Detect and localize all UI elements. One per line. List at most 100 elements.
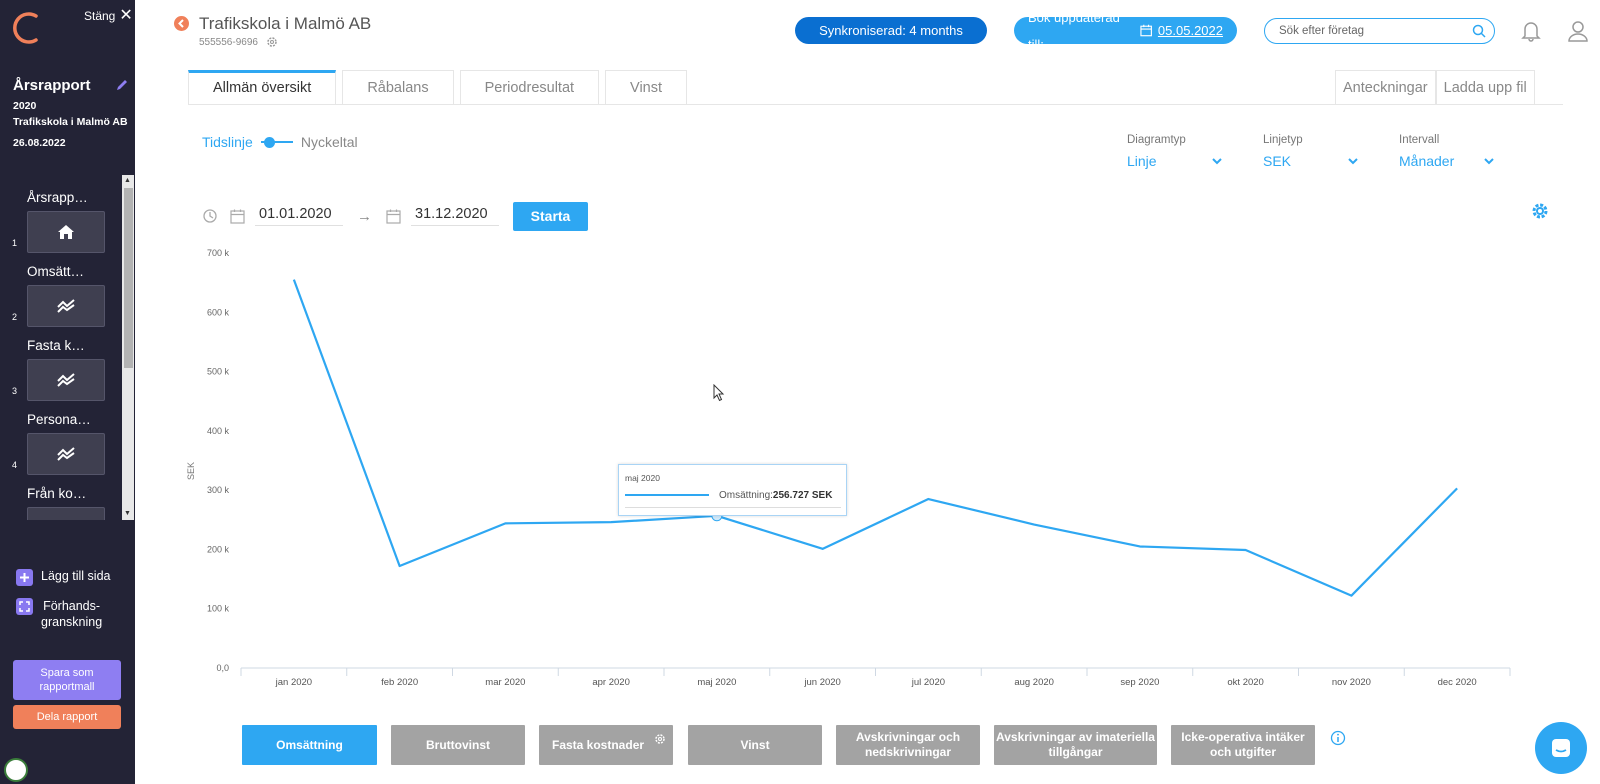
chart-axes [240, 667, 1511, 676]
data-point[interactable] [1349, 594, 1353, 598]
close-icon: ✕ [119, 7, 133, 24]
page-thumbnail[interactable] [27, 285, 105, 327]
page-number: 4 [12, 460, 18, 470]
data-point[interactable] [926, 497, 930, 501]
page-item[interactable]: Omsätt… 2 [0, 264, 122, 339]
scrollbar-thumb[interactable] [124, 188, 133, 368]
x-tick-label: jan 2020 [275, 677, 312, 688]
company-search-input[interactable]: Sök efter företag [1264, 18, 1495, 44]
data-point[interactable] [1032, 523, 1036, 527]
page-label: Årsrapp… [27, 190, 88, 205]
data-point[interactable] [1244, 548, 1248, 552]
edit-icon[interactable] [116, 79, 128, 91]
calendar-icon [1139, 24, 1152, 37]
data-point[interactable] [292, 278, 296, 282]
logo [13, 12, 38, 44]
page-thumbnail[interactable] [27, 433, 105, 475]
toggle-switch[interactable] [260, 136, 293, 148]
line-type-select[interactable]: Linjetyp SEK [1263, 134, 1358, 169]
y-tick-label: 200 k [207, 544, 230, 554]
tab-profit[interactable]: Vinst [605, 70, 688, 104]
data-point[interactable] [1138, 544, 1142, 548]
date-to-input[interactable]: 31.12.2020 [411, 206, 499, 226]
search-icon[interactable] [1472, 24, 1486, 38]
scroll-up-icon[interactable]: ▲ [124, 177, 131, 184]
page-item[interactable]: Persona… 4 [0, 412, 122, 487]
interval-value: Månader [1399, 153, 1455, 169]
x-tick-label: sep 2020 [1120, 677, 1159, 688]
expand-icon [16, 598, 33, 615]
company-title: Trafikskola i Malmö AB [199, 14, 372, 33]
save-template-button[interactable]: Spara som rapportmall [13, 660, 121, 700]
interval-select[interactable]: Intervall Månader [1399, 134, 1494, 169]
data-point[interactable] [398, 564, 402, 568]
page-thumbnail[interactable] [27, 359, 105, 401]
home-icon [58, 225, 74, 239]
user-icon[interactable] [1567, 20, 1589, 42]
page-number: 1 [12, 238, 18, 248]
metric-intangible-depreciation-button[interactable]: Avskrivningar av imateriella tillgångar [994, 725, 1157, 765]
page-label: Fasta k… [27, 338, 85, 353]
y-tick-label: 500 k [207, 367, 230, 377]
chart-type-value: Linje [1127, 153, 1157, 169]
tab-trial-balance[interactable]: Råbalans [342, 70, 454, 104]
info-icon[interactable] [1330, 730, 1346, 746]
calendar-icon[interactable] [386, 209, 401, 224]
share-report-button[interactable]: Dela rapport [13, 705, 121, 729]
start-button[interactable]: Starta [513, 201, 588, 231]
chart-tooltip: maj 2020 Omsättning:256.727 SEK [618, 464, 847, 516]
toggle-keyfigures-label[interactable]: Nyckeltal [300, 134, 358, 150]
metric-gross-profit-button[interactable]: Bruttovinst [391, 725, 525, 765]
y-tick-label: 400 k [207, 426, 230, 436]
back-button[interactable] [174, 16, 189, 31]
metric-revenue-button[interactable]: Omsättning [242, 725, 377, 765]
org-number: 555556-9696 [199, 36, 258, 48]
toggle-timeline-label[interactable]: Tidslinje [202, 134, 253, 150]
sidebar: Stäng ✕ Årsrapport 2020 Trafikskola i Ma… [0, 0, 135, 784]
bell-icon[interactable] [1521, 20, 1541, 42]
gear-icon[interactable] [1531, 202, 1549, 220]
gear-icon[interactable] [654, 733, 666, 745]
x-axis: jan 2020 feb 2020 mar 2020 apr 2020 maj 2020… [275, 677, 1477, 688]
calendar-icon[interactable] [230, 209, 245, 224]
page-thumbnail[interactable] [27, 211, 105, 253]
status-badge[interactable] [4, 758, 28, 782]
metric-fixed-costs-label: Fasta kostnader [552, 737, 645, 752]
page-item[interactable]: Från ko… [0, 486, 122, 520]
page-thumbnail[interactable] [27, 507, 105, 520]
preview-button[interactable]: Förhands- granskning [16, 598, 102, 630]
chat-button[interactable] [1535, 722, 1587, 774]
metric-profit-button[interactable]: Vinst [688, 725, 822, 765]
data-point[interactable] [503, 521, 507, 525]
metric-fixed-costs-button[interactable]: Fasta kostnader [539, 725, 673, 765]
scroll-down-icon[interactable]: ▼ [124, 510, 131, 517]
close-button[interactable]: Stäng ✕ [84, 7, 133, 24]
upload-file-tab[interactable]: Ladda upp fil [1435, 70, 1535, 104]
chevron-down-icon [1484, 157, 1494, 164]
add-page-button[interactable]: Lägg till sida [16, 569, 111, 586]
chart-type-select[interactable]: Diagramtyp Linje [1127, 134, 1222, 169]
data-point[interactable] [1455, 486, 1459, 490]
page-item[interactable]: Fasta k… 3 [0, 338, 122, 413]
y-tick-label: 300 k [207, 485, 230, 495]
date-from-input[interactable]: 01.01.2020 [255, 206, 343, 226]
page-item[interactable]: Årsrapp… 1 [0, 190, 122, 265]
chart-icon [57, 373, 75, 387]
metric-depreciation-button[interactable]: Avskrivningar och nedskrivningar [836, 725, 980, 765]
data-point[interactable] [821, 547, 825, 551]
y-axis: 0,0 100 k 200 k 300 k 400 k 500 k 600 k 700 k [207, 248, 230, 673]
x-tick-label: mar 2020 [485, 677, 525, 688]
mouse-cursor-icon [713, 384, 725, 402]
history-icon[interactable] [202, 208, 218, 224]
data-point[interactable] [609, 520, 613, 524]
notes-tab[interactable]: Anteckningar [1335, 70, 1436, 104]
tab-general-overview[interactable]: Allmän översikt [188, 70, 337, 104]
series-line [292, 279, 1458, 597]
sync-status-badge: Synkroniserad: 4 months ago [795, 17, 987, 65]
gear-icon[interactable] [266, 36, 278, 48]
tab-period-result[interactable]: Periodresultat [459, 70, 600, 104]
book-updated-badge[interactable]: Bok uppdaterad till: 05.05.2022 [1014, 10, 1237, 52]
metric-non-operating-button[interactable]: Icke-operativa intäker och utgifter [1171, 725, 1315, 765]
view-toggle[interactable]: Tidslinje Nyckeltal [202, 134, 358, 150]
close-label: Stäng [84, 9, 116, 23]
